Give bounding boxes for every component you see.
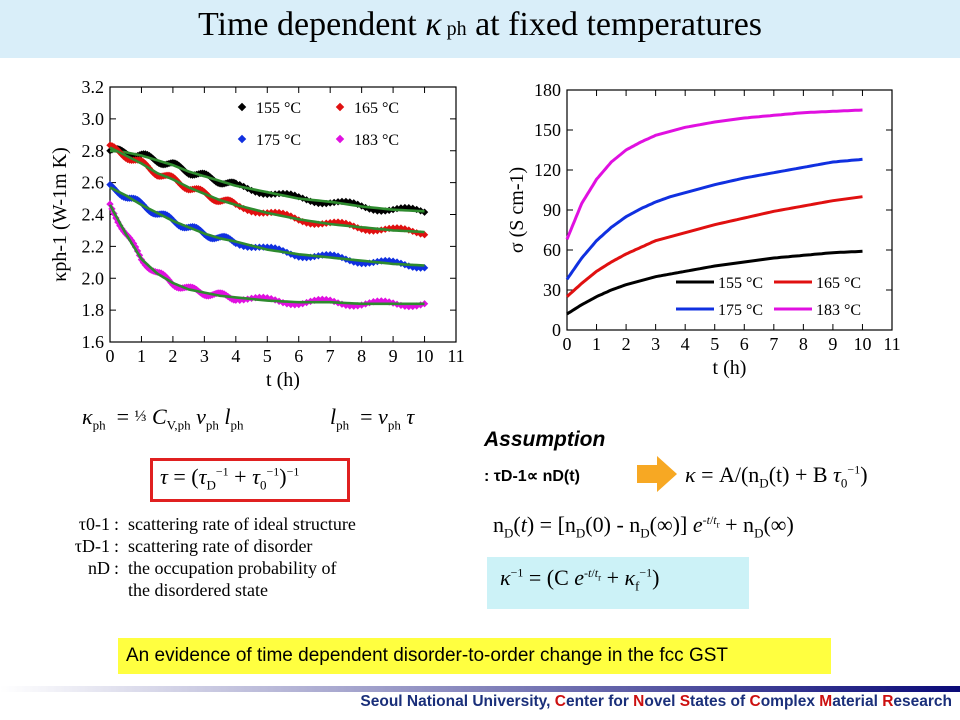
title-main: Time dependent xyxy=(197,6,426,43)
x-tick-label: 5 xyxy=(710,334,719,354)
x-tick-label: 2 xyxy=(622,334,631,354)
legend-label: 165 °C xyxy=(354,100,399,117)
legend-label: 175 °C xyxy=(256,132,301,149)
y-tick-label: 2.2 xyxy=(82,236,105,256)
x-tick-label: 8 xyxy=(799,334,808,354)
y-tick-label: 2.8 xyxy=(82,141,105,161)
fit-line xyxy=(109,149,425,213)
kappa-inverse-box xyxy=(487,557,749,609)
y-tick-label: 60 xyxy=(543,240,561,260)
tau-equation-box xyxy=(150,458,350,502)
y-axis-label: σ (S cm-1) xyxy=(506,167,528,253)
y-axis-label: κph-1 (W-1m K) xyxy=(49,147,71,282)
kappa-model-equation: κ = A/(nD(t) + B τ0−1) xyxy=(685,462,868,491)
conclusion-banner: An evidence of time dependent disorder-t… xyxy=(118,638,831,674)
x-tick-label: 7 xyxy=(769,334,778,354)
series-line xyxy=(566,249,863,316)
fit-line xyxy=(109,146,425,234)
x-tick-label: 3 xyxy=(651,334,660,354)
x-axis-label: t (h) xyxy=(713,357,747,379)
x-axis-label: t (h) xyxy=(266,369,300,391)
definition-symbol: nD xyxy=(88,558,110,578)
x-tick-label: 8 xyxy=(357,346,366,366)
x-tick-label: 10 xyxy=(853,334,871,354)
legend-label: 175 °C xyxy=(718,302,763,319)
assumption-statement: : τD-1∝ nD(t) xyxy=(484,468,580,485)
x-tick-label: 2 xyxy=(168,346,177,366)
y-tick-label: 1.8 xyxy=(82,300,105,320)
y-tick-label: 2.6 xyxy=(82,173,105,193)
definition-text: the occupation probability of xyxy=(128,558,337,578)
y-tick-label: 1.6 xyxy=(82,332,105,352)
definition-text: scattering rate of ideal structure xyxy=(128,514,356,534)
x-tick-label: 4 xyxy=(231,346,240,366)
x-tick-label: 0 xyxy=(106,346,115,366)
x-tick-label: 6 xyxy=(740,334,749,354)
definition-symbol: τD-1 xyxy=(74,536,110,556)
y-tick-label: 3.2 xyxy=(82,77,105,97)
legend-label: 155 °C xyxy=(718,275,763,292)
y-tick-label: 90 xyxy=(543,200,561,220)
definition-colon: : xyxy=(114,536,120,556)
definition-colon: : xyxy=(114,514,120,534)
y-tick-label: 0 xyxy=(552,320,561,340)
series-line xyxy=(565,157,863,281)
slide-title: Time dependent κ ph at fixed temperature… xyxy=(0,6,960,44)
series-line xyxy=(565,195,863,298)
x-tick-label: 10 xyxy=(416,346,434,366)
x-tick-label: 1 xyxy=(137,346,146,366)
kappa-vs-time-chart: 0 1 2 3 4 5 6 7 8 9 10 11 1.6 1.8 2.0 2.2 2.4 2.6 2.8 3.0 3.… xyxy=(49,77,465,391)
y-tick-label: 120 xyxy=(534,160,561,180)
fit-line xyxy=(109,186,425,267)
x-tick-label: 1 xyxy=(592,334,601,354)
legend-label: 183 °C xyxy=(354,132,399,149)
footer-divider xyxy=(0,686,960,692)
legend-label: 165 °C xyxy=(816,275,861,292)
fit-line xyxy=(108,204,425,306)
legend-marker xyxy=(237,134,247,144)
definition-text: scattering rate of disorder xyxy=(128,536,313,556)
x-tick-label: 0 xyxy=(563,334,572,354)
y-tick-label: 30 xyxy=(543,280,561,300)
x-tick-label: 4 xyxy=(681,334,690,354)
x-tick-label: 11 xyxy=(883,334,900,354)
l-ph-equation: lph = vph τ xyxy=(330,404,415,433)
title-sub: ph xyxy=(441,18,467,40)
y-tick-label: 180 xyxy=(534,80,561,100)
tau-equation: τ = (τD−1 + τ0−1)−1 xyxy=(160,464,300,493)
x-tick-label: 9 xyxy=(389,346,398,366)
x-tick-label: 3 xyxy=(200,346,209,366)
nd-time-equation: nD(t) = [nD(0) - nD(∞)] e-t/tr + nD(∞) xyxy=(493,512,794,541)
assumption-heading: Assumption xyxy=(484,428,606,451)
definition-text: the disordered state xyxy=(128,580,268,600)
y-tick-label: 2.0 xyxy=(82,268,105,288)
legend-marker xyxy=(237,102,247,112)
legend-label: 155 °C xyxy=(256,100,301,117)
title-bar xyxy=(0,0,960,58)
definition-colon: : xyxy=(114,558,120,578)
y-tick-label: 150 xyxy=(534,120,561,140)
title-rest: at fixed temperatures xyxy=(466,6,763,43)
arrow-right-icon xyxy=(637,456,677,492)
footer-affiliation: Seoul National University, Center for No… xyxy=(360,693,952,710)
x-tick-label: 11 xyxy=(447,346,464,366)
series-line xyxy=(565,108,863,240)
legend-label: 183 °C xyxy=(816,302,861,319)
kappa-inverse-equation: κ−1 = (C e-t/tr + κf−1) xyxy=(500,565,660,594)
x-tick-label: 9 xyxy=(828,334,837,354)
definition-symbol: τ0-1 xyxy=(78,514,110,534)
legend-marker xyxy=(335,102,345,112)
x-tick-label: 7 xyxy=(326,346,335,366)
legend-marker xyxy=(335,134,345,144)
x-tick-label: 6 xyxy=(294,346,303,366)
title-kappa: κ xyxy=(425,6,442,43)
y-tick-label: 3.0 xyxy=(82,109,105,129)
kappa-ph-equation: κph = ⅓ CV,ph vph lph xyxy=(82,404,244,433)
plot-frame xyxy=(566,89,893,331)
x-tick-label: 5 xyxy=(263,346,272,366)
y-tick-label: 2.4 xyxy=(82,205,105,225)
